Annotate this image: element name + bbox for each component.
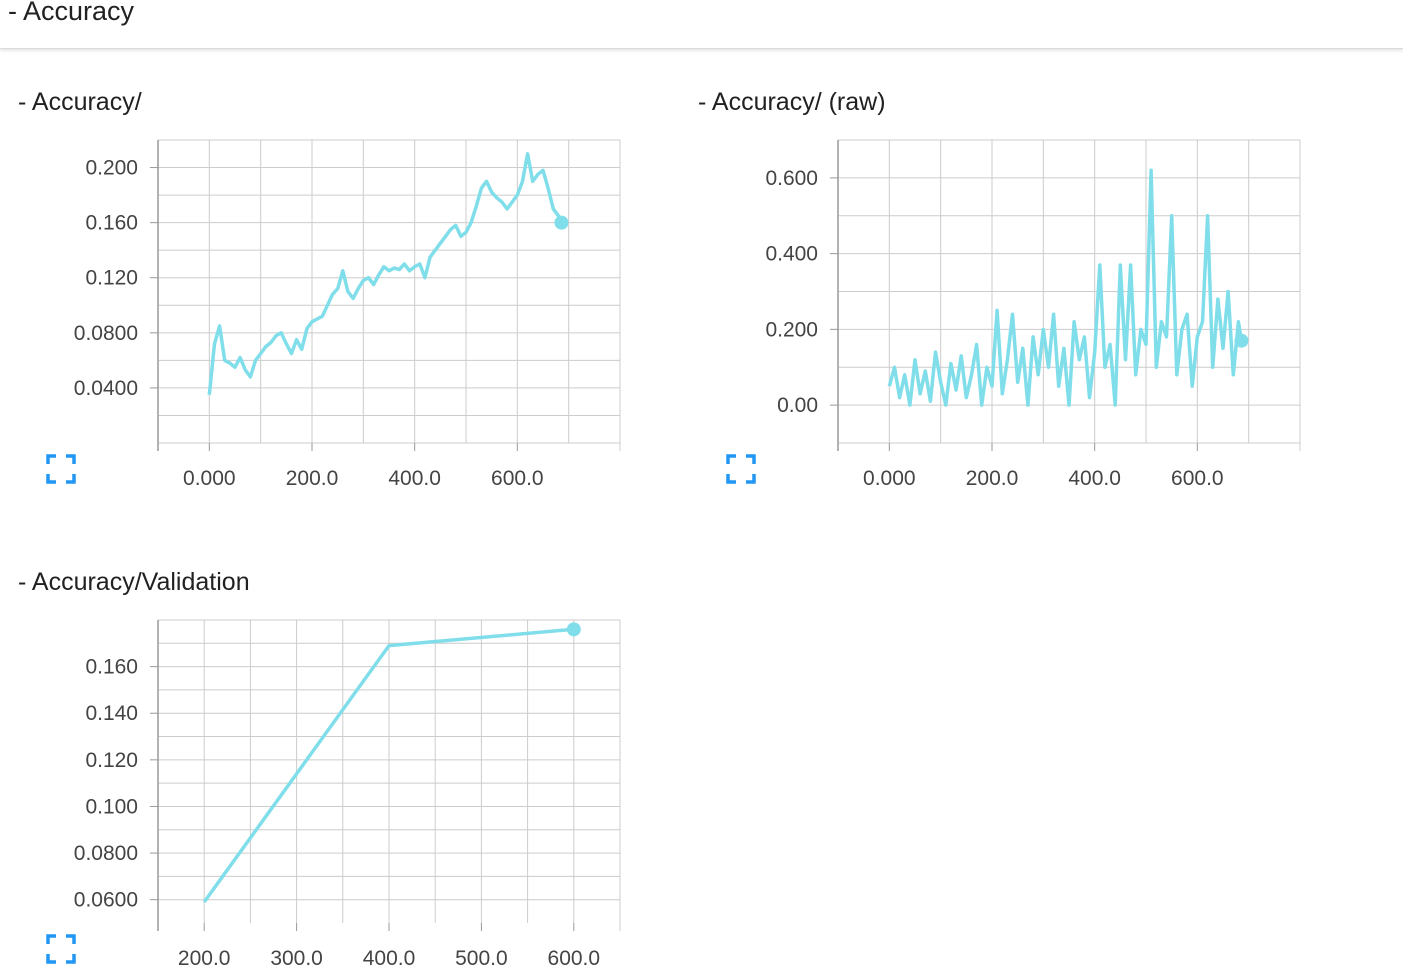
x-tick-label: 300.0 [270, 947, 323, 970]
card-title-accuracy-raw: - Accuracy/ (raw) [698, 88, 886, 116]
y-tick-label: 0.160 [85, 212, 138, 235]
y-tick-label: 0.0800 [74, 322, 138, 345]
x-tick-label: 0.000 [863, 467, 916, 490]
x-tick-label: 200.0 [286, 467, 339, 490]
x-tick-label: 600.0 [1171, 467, 1224, 490]
y-tick-label: 0.120 [85, 267, 138, 290]
x-tick-label: 500.0 [455, 947, 508, 970]
series-line [202, 627, 574, 904]
x-tick-label: 400.0 [388, 467, 441, 490]
x-tick-label: 600.0 [548, 947, 601, 970]
series-end-point [554, 215, 569, 230]
series-end-point [566, 622, 581, 637]
y-tick-label: 0.400 [765, 243, 818, 266]
y-tick-label: 0.0800 [74, 842, 138, 865]
section-title[interactable]: - Accuracy [8, 0, 135, 26]
y-tick-label: 0.120 [85, 749, 138, 772]
x-tick-label: 200.0 [178, 947, 231, 970]
y-tick-label: 0.200 [765, 318, 818, 341]
y-tick-label: 0.0400 [74, 377, 138, 400]
section-header[interactable]: - Accuracy [0, 0, 1403, 49]
series-line [887, 168, 1244, 407]
y-tick-label: 0.00 [777, 394, 818, 417]
y-tick-label: 0.200 [85, 157, 138, 180]
expand-icon[interactable] [46, 934, 76, 964]
x-tick-label: 400.0 [363, 947, 416, 970]
x-tick-label: 0.000 [183, 467, 236, 490]
series-line [207, 152, 564, 395]
expand-icon[interactable] [46, 454, 76, 484]
x-tick-label: 200.0 [966, 467, 1019, 490]
expand-icon[interactable] [726, 454, 756, 484]
card-title-accuracy: - Accuracy/ [18, 88, 142, 116]
card-title-accuracy-validation: - Accuracy/Validation [18, 568, 250, 596]
y-tick-label: 0.140 [85, 702, 138, 725]
y-tick-label: 0.160 [85, 656, 138, 679]
series-end-point [1234, 333, 1249, 348]
x-tick-label: 400.0 [1068, 467, 1121, 490]
y-tick-label: 0.100 [85, 795, 138, 818]
y-tick-label: 0.600 [765, 167, 818, 190]
y-tick-label: 0.0600 [74, 889, 138, 912]
x-tick-label: 600.0 [491, 467, 544, 490]
